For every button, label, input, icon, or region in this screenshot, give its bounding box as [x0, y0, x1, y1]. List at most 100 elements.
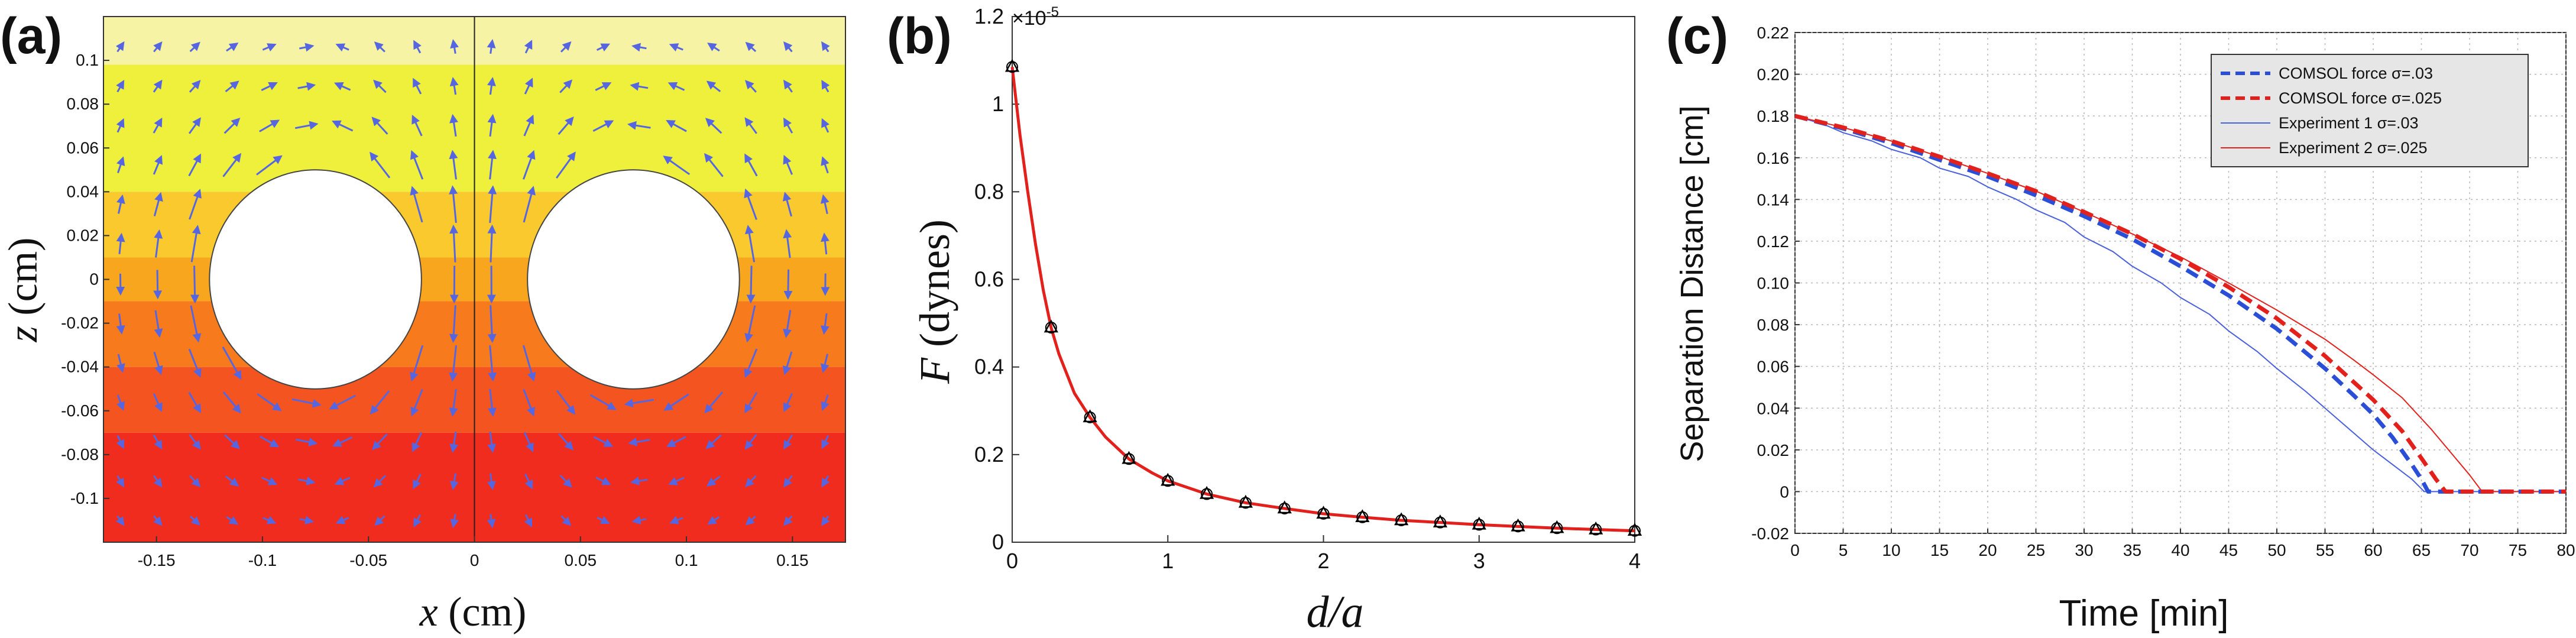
a-velocity-arrow [222, 153, 242, 177]
a-velocity-arrow [153, 475, 163, 488]
a-velocity-arrow [783, 393, 793, 413]
b-data-triangle [1122, 451, 1136, 464]
a-velocity-arrow [449, 305, 458, 343]
b-data-triangle [1199, 485, 1214, 499]
a-velocity-arrow [783, 269, 793, 300]
panel-a-velocity-field: -0.15 -0.1 -0.05 0 0.05 0.1 0.15 0.1 0.08 0.06 0.0… [0, 8, 846, 635]
b-data-triangle [1627, 523, 1642, 536]
a-velocity-arrow [116, 118, 125, 133]
a-velocity-arrow [154, 229, 163, 258]
a-velocity-arrow [153, 270, 163, 300]
a-velocity-arrow [820, 232, 829, 255]
a-velocity-arrow [783, 515, 793, 526]
a-x-tick-label: 0.05 [565, 551, 597, 569]
a-particle-circle [527, 169, 740, 390]
a-velocity-arrow [745, 516, 756, 526]
b-plot-frame [1012, 16, 1635, 543]
a-velocity-arrow [663, 156, 691, 176]
a-velocity-arrow [744, 305, 756, 343]
a-velocity-arrow [188, 153, 202, 177]
c-series-line [1794, 115, 2566, 493]
b-x-tick-label: 2 [1317, 549, 1329, 573]
a-axis-ticks: -0.15 -0.1 -0.05 0 0.05 0.1 0.15 0.1 0.08 0.06 0.0… [61, 51, 808, 569]
panel-label-c: (c) [1666, 8, 1728, 64]
a-velocity-arrow [744, 391, 758, 413]
b-data-triangle [1511, 518, 1525, 532]
a-velocity-arrow [116, 156, 125, 173]
a-velocity-arrow [153, 41, 163, 53]
c-x-tick-label: 55 [2316, 541, 2334, 559]
a-velocity-arrow [821, 156, 829, 174]
a-velocity-arrow [560, 41, 572, 53]
a-velocity-arrow [116, 475, 125, 488]
a-velocity-arrow [332, 436, 353, 447]
a-velocity-arrow [116, 194, 125, 214]
a-velocity-arrow [189, 189, 202, 220]
a-velocity-arrow [523, 186, 536, 223]
a-velocity-arrow [630, 82, 649, 91]
a-x-axis-label: x (cm) [419, 590, 527, 635]
b-y-tick-label: 1 [992, 92, 1004, 116]
b-data-triangle [1589, 521, 1603, 535]
b-data-triangle [1005, 59, 1020, 72]
b-y-tick-label: 0 [992, 530, 1004, 554]
a-x-tick-label: 0.15 [776, 551, 809, 569]
a-velocity-arrow [410, 388, 423, 417]
a-velocity-arrow [744, 434, 757, 450]
a-y-tick-label: 0 [89, 270, 99, 289]
c-x-tick-label: 70 [2460, 541, 2478, 559]
a-velocity-arrow [745, 475, 757, 488]
b-y-axis-label: F (dynes) [911, 219, 958, 384]
a-velocity-arrow [411, 432, 423, 452]
b-data-triangle [1550, 520, 1564, 533]
a-velocity-arrow [153, 393, 163, 412]
c-x-tick-label: 35 [2123, 541, 2141, 559]
a-velocity-arrow [262, 43, 277, 52]
a-velocity-arrow [153, 515, 163, 526]
a-velocity-arrow [556, 151, 576, 179]
b-ylabel-unit: (dynes) [911, 219, 958, 358]
c-y-tick-label: 0.14 [1757, 190, 1790, 209]
a-velocity-arrow [371, 116, 388, 135]
a-velocity-arrow [523, 114, 534, 137]
panel-c-separation-distance: 0 5 10 15 20 25 30 35 40 45 50 55 60 65 70 75 80-0.0200.… [1666, 8, 2575, 634]
b-series [1005, 59, 1642, 537]
a-velocity-arrow [487, 431, 497, 454]
a-velocity-arrow [449, 150, 458, 180]
a-velocity-arrow [705, 434, 722, 449]
b-scale-factor: ×10-5 [1012, 4, 1059, 30]
a-velocity-arrow [559, 79, 573, 93]
a-velocity-arrow [224, 434, 240, 449]
c-x-tick-label: 15 [1930, 541, 1949, 559]
a-velocity-arrow [413, 474, 422, 490]
c-x-tick-label: 75 [2509, 541, 2527, 559]
a-velocity-arrow [663, 393, 689, 411]
a-velocity-arrow [297, 82, 316, 91]
a-x-tick-label: 0 [470, 551, 479, 569]
c-y-tick-label: 0.02 [1757, 441, 1790, 459]
a-velocity-arrow [261, 82, 278, 91]
a-velocity-arrow [487, 224, 497, 263]
a-velocity-arrow [190, 305, 202, 343]
a-velocity-arrow [153, 117, 163, 134]
a-velocity-arrow [488, 345, 497, 382]
a-velocity-arrow [299, 43, 315, 52]
a-velocity-arrow [374, 515, 385, 526]
a-velocity-arrow [783, 79, 793, 93]
a-velocity-arrow [413, 514, 422, 527]
a-velocity-arrow [372, 433, 388, 451]
a-velocity-arrow [821, 41, 830, 53]
a-y-tick-label: 0.06 [67, 138, 99, 157]
a-velocity-arrow [523, 150, 536, 180]
a-velocity-arrow [223, 118, 241, 134]
a-velocity-arrow [450, 514, 459, 529]
c-y-tick-label: 0.08 [1757, 316, 1790, 334]
a-velocity-arrow [449, 185, 458, 224]
a-velocity-arrow [153, 434, 163, 450]
a-velocity-arrow [783, 475, 793, 488]
a-velocity-arrow [411, 114, 423, 137]
a-velocity-arrow [704, 153, 724, 177]
b-y-tick-label: 0.4 [974, 355, 1004, 379]
a-velocity-arrow [524, 40, 533, 54]
a-velocity-arrow [370, 151, 391, 179]
